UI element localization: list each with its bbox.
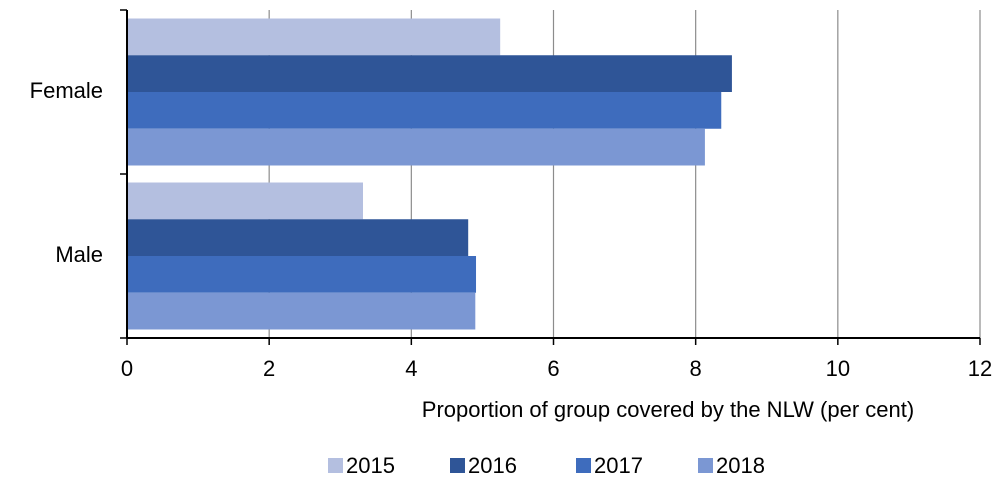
legend-swatch [328,458,343,473]
bar [127,292,476,330]
bar [127,182,363,220]
legend-label: 2015 [346,453,395,478]
legend-label: 2016 [468,453,517,478]
x-tick-label: 12 [968,356,992,381]
bar [127,128,705,166]
bar [127,219,469,256]
y-tick-label: Male [55,242,103,267]
y-tick-label: Female [30,78,103,103]
bar [127,256,477,293]
x-tick-label: 0 [121,356,133,381]
bar [127,18,501,56]
x-tick-label: 8 [690,356,702,381]
legend-swatch [576,458,591,473]
x-axis-title: Proportion of group covered by the NLW (… [422,397,914,422]
bar [127,55,732,92]
x-tick-label: 2 [263,356,275,381]
bar [127,92,722,129]
x-tick-label: 6 [547,356,559,381]
legend-label: 2017 [594,453,643,478]
legend-swatch [450,458,465,473]
x-tick-label: 4 [405,356,417,381]
x-tick-label: 10 [826,356,850,381]
legend-swatch [698,458,713,473]
legend-label: 2018 [716,453,765,478]
